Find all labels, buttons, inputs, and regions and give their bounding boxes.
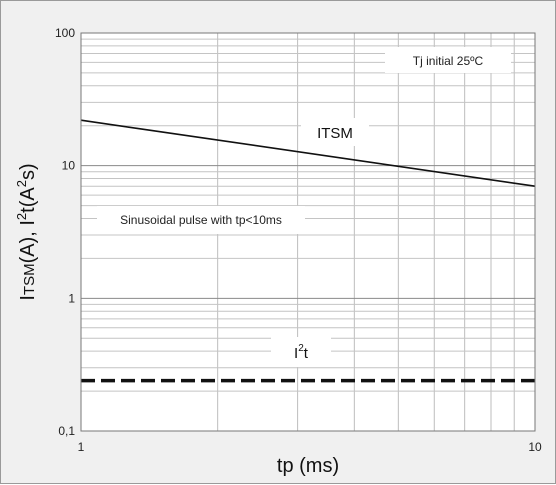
grid-major — [81, 165, 535, 299]
y-label-a-sup: 2 — [14, 180, 29, 187]
y-tick-label: 1 — [68, 291, 75, 305]
annotation-itsm: ITSM — [317, 125, 353, 142]
x-axis-label: tp (ms) — [277, 455, 339, 477]
annotation-itsm-box — [301, 118, 369, 146]
x-tick-label: 10 — [528, 440, 542, 454]
annotation-tj: Tj initial 25ºC — [413, 54, 484, 68]
y-tick-labels: 0,1 1 10 100 — [55, 26, 75, 438]
annotation-tj-box — [385, 47, 511, 73]
annotation-sinusoidal-box — [97, 206, 305, 234]
annotation-sinusoidal: Sinusoidal pulse with tp<10ms — [120, 213, 282, 227]
y-tick-label: 10 — [62, 159, 76, 173]
annotation-i2t-i: I — [294, 345, 298, 362]
y-axis-label: ITSM(A), I2t(A2s) — [14, 163, 39, 300]
plot-border — [80, 32, 536, 432]
y-tick-label: 100 — [55, 26, 75, 40]
y-tick-label: 0,1 — [58, 424, 75, 438]
annotation-i2t-t: t — [304, 345, 309, 362]
x-tick-labels: 1 10 — [78, 440, 542, 454]
y-label-i1-sub: TSM — [21, 263, 38, 295]
y-label-i1: I — [17, 295, 39, 301]
y-label-mid: (A), I — [17, 220, 39, 263]
annotation-i2t: I2t — [294, 343, 309, 362]
y-label-i2-sup: 2 — [14, 213, 29, 220]
y-label-end: t(A — [17, 187, 39, 213]
x-tick-label: 1 — [78, 440, 85, 454]
annotation-i2t-box — [271, 337, 331, 367]
series-layer — [80, 119, 536, 383]
y-label-close: s) — [17, 163, 39, 180]
annotation-i2t-sup: 2 — [298, 343, 304, 354]
series-line-itsm — [80, 119, 536, 187]
